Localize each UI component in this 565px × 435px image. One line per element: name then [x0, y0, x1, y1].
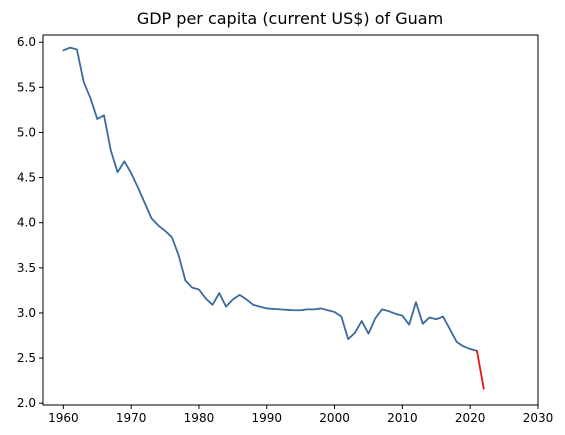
y-tick-label: 2.5: [17, 351, 36, 365]
y-tick-label: 3.0: [17, 306, 36, 320]
y-tick-label: 5.5: [17, 80, 36, 94]
series-line-projection: [476, 349, 485, 390]
x-axis: 1960 1970 1980 1990 2000 2010 2020 2030: [48, 405, 553, 425]
chart-title: GDP per capita (current US$) of Guam: [137, 9, 443, 28]
x-tick-label: 1990: [251, 411, 282, 425]
x-tick-label: 1960: [48, 411, 79, 425]
y-tick-label: 4.0: [17, 216, 36, 230]
x-tick-label: 2010: [387, 411, 418, 425]
series-layer: [62, 46, 485, 390]
series-line-historical: [62, 46, 478, 352]
x-tick-label: 2020: [455, 411, 486, 425]
y-tick-label: 2.0: [17, 396, 36, 410]
y-tick-label: 3.5: [17, 261, 36, 275]
plot-frame: [42, 34, 539, 406]
x-tick-label: 1970: [116, 411, 147, 425]
y-tick-label: 4.5: [17, 171, 36, 185]
x-tick-label: 1980: [184, 411, 215, 425]
y-axis: 2.0 2.5 3.0 3.5 4.0 4.5 5.0 5.5 6.0: [17, 35, 43, 410]
y-tick-label: 6.0: [17, 35, 36, 49]
x-tick-label: 2000: [319, 411, 350, 425]
y-tick-label: 5.0: [17, 125, 36, 139]
x-tick-label: 2030: [523, 411, 554, 425]
